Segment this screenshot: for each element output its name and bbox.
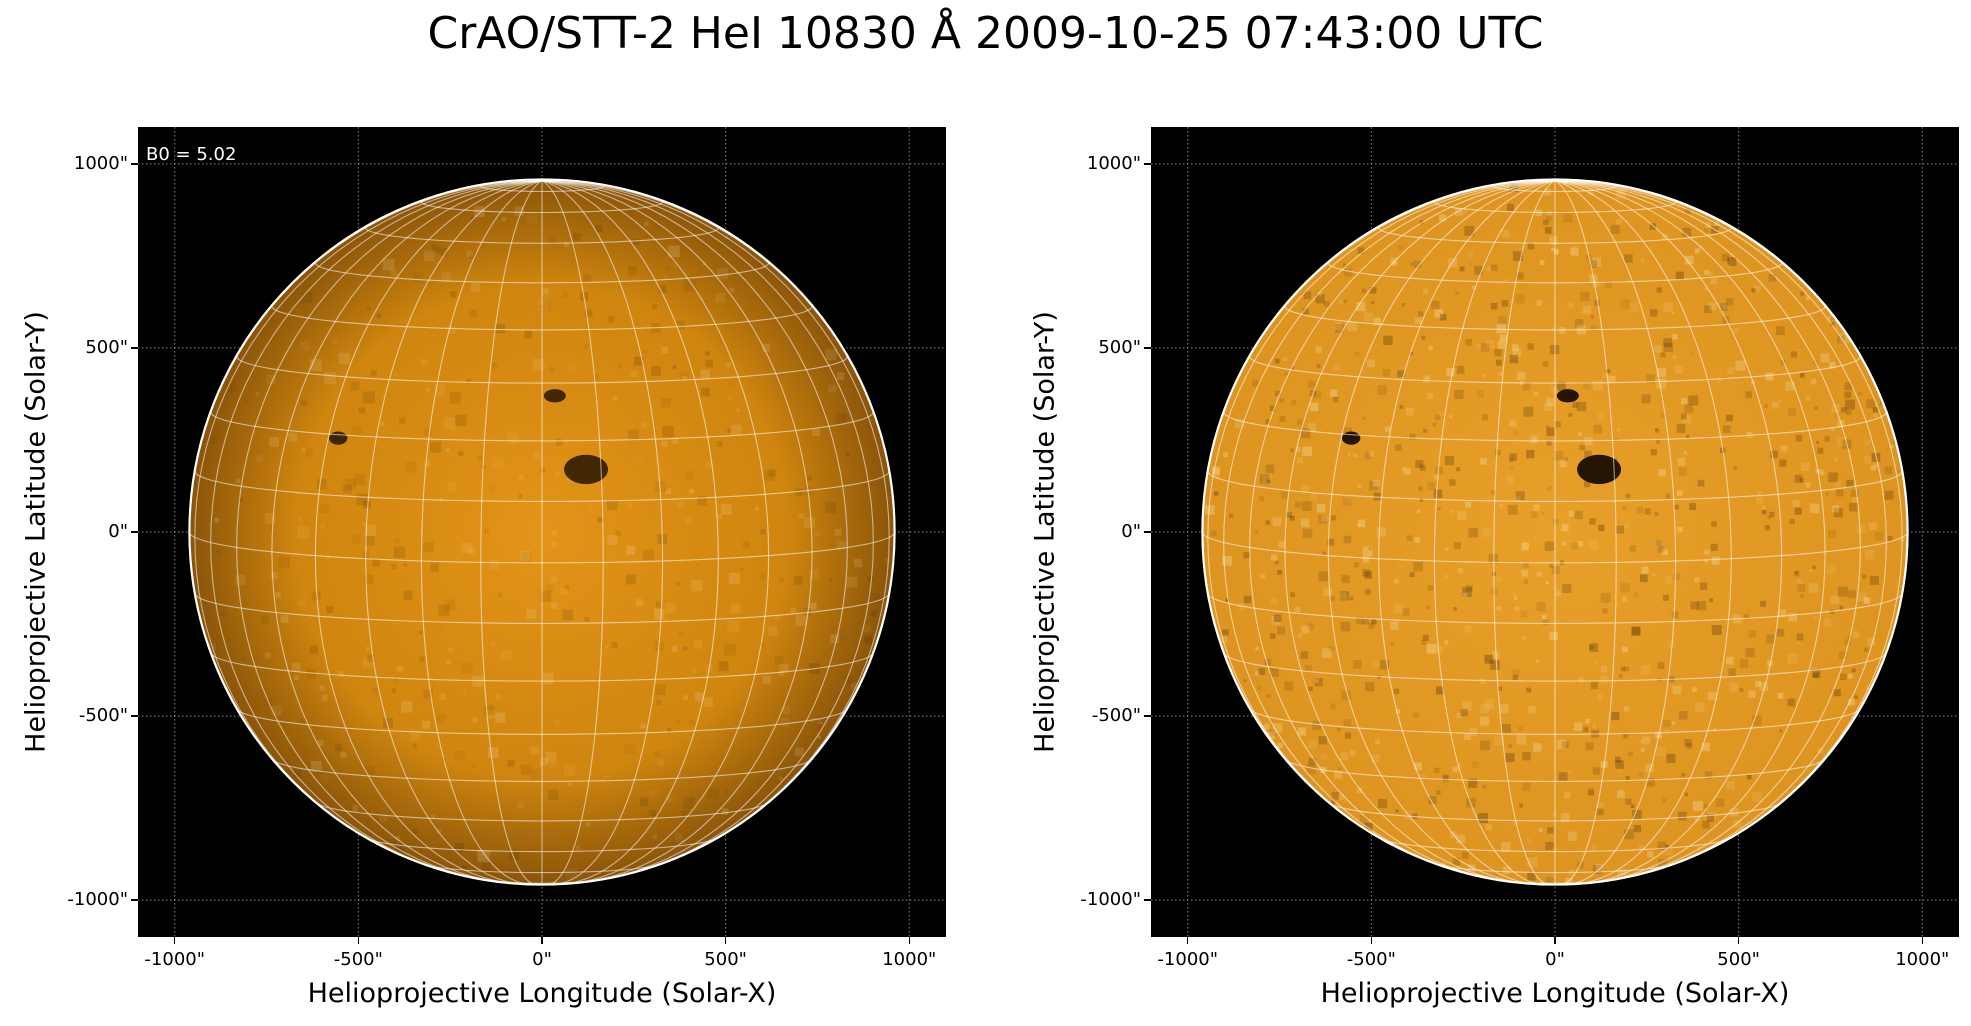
x-tick-label: -500" — [333, 949, 383, 970]
y-tick-label: 500" — [85, 336, 128, 358]
sunspot-main — [564, 454, 609, 485]
y-tick-mark — [131, 347, 138, 349]
y-tick-mark — [1144, 163, 1151, 165]
spot-west — [328, 431, 348, 445]
solar-disk-plot — [1151, 127, 1959, 937]
x-tick-label: 0" — [532, 949, 552, 970]
x-tick-label: 0" — [1545, 949, 1565, 970]
x-tick-mark — [908, 937, 911, 944]
y-tick-label: -1000" — [67, 889, 128, 911]
spot-west — [1341, 431, 1361, 445]
x-tick-mark — [1737, 937, 1740, 944]
y-tick-mark — [131, 899, 138, 901]
sunspot-main — [1577, 454, 1622, 485]
y-tick-mark — [131, 163, 138, 165]
y-tick-label: -500" — [1091, 705, 1141, 727]
x-tick-label: -1000" — [1157, 949, 1219, 970]
y-tick-label: 500" — [1098, 336, 1141, 358]
x-tick-mark — [724, 937, 727, 944]
solar-disk-image: B0 = 5.02 — [138, 127, 946, 937]
spot-north — [543, 389, 566, 403]
b0-annotation: B0 = 5.02 — [146, 144, 236, 165]
figure-title: CrAO/STT-2 HeI 10830 Å 2009-10-25 07:43:… — [427, 8, 1544, 59]
x-tick-label: 500" — [1717, 949, 1760, 970]
solar-limb — [188, 178, 896, 886]
y-tick-label: 1000" — [73, 152, 128, 174]
solar-disk-image — [1151, 127, 1959, 937]
x-tick-mark — [1921, 937, 1924, 944]
y-tick-mark — [1144, 347, 1151, 349]
y-tick-mark — [131, 531, 138, 533]
x-tick-label: -1000" — [144, 949, 206, 970]
active-regions — [328, 389, 609, 485]
x-tick-mark — [1554, 937, 1556, 944]
spot-north — [1556, 389, 1579, 403]
heliographic-grid — [1202, 180, 1908, 885]
panel-left: Helioprojective Latitude (Solar-Y) B0 = … — [0, 0, 985, 1026]
x-tick-mark — [357, 937, 360, 944]
x-axis-label: Helioprojective Longitude (Solar-X) — [307, 978, 777, 1009]
y-tick-mark — [1144, 899, 1151, 901]
x-axis-label: Helioprojective Longitude (Solar-X) — [1320, 978, 1790, 1009]
y-tick-mark — [1144, 531, 1151, 533]
solar-disk-plot: B0 = 5.02 — [138, 127, 946, 937]
y-tick-mark — [131, 715, 138, 717]
x-tick-mark — [541, 937, 543, 944]
y-tick-label: 1000" — [1086, 152, 1141, 174]
x-tick-label: -500" — [1346, 949, 1396, 970]
y-tick-label: 0" — [1121, 521, 1141, 542]
y-tick-label: 0" — [108, 521, 128, 542]
solar-limb — [1201, 178, 1909, 886]
x-tick-mark — [173, 937, 176, 944]
chromosphere-texture — [1205, 179, 1907, 885]
y-tick-label: -1000" — [1080, 889, 1141, 911]
x-tick-label: 1000" — [1895, 949, 1950, 970]
x-tick-label: 500" — [704, 949, 747, 970]
panel-right: Helioprojective Latitude (Solar-Y) -1000… — [1013, 0, 1971, 1026]
heliographic-grid — [189, 180, 895, 885]
x-tick-mark — [1186, 937, 1189, 944]
y-tick-mark — [1144, 715, 1151, 717]
y-tick-label: -500" — [78, 705, 128, 727]
x-tick-mark — [1370, 937, 1373, 944]
x-tick-label: 1000" — [882, 949, 937, 970]
